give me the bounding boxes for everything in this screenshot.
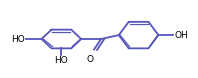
Text: OH: OH [174,31,188,40]
Text: HO: HO [54,56,68,65]
Text: HO: HO [11,34,25,44]
Text: O: O [87,55,94,64]
